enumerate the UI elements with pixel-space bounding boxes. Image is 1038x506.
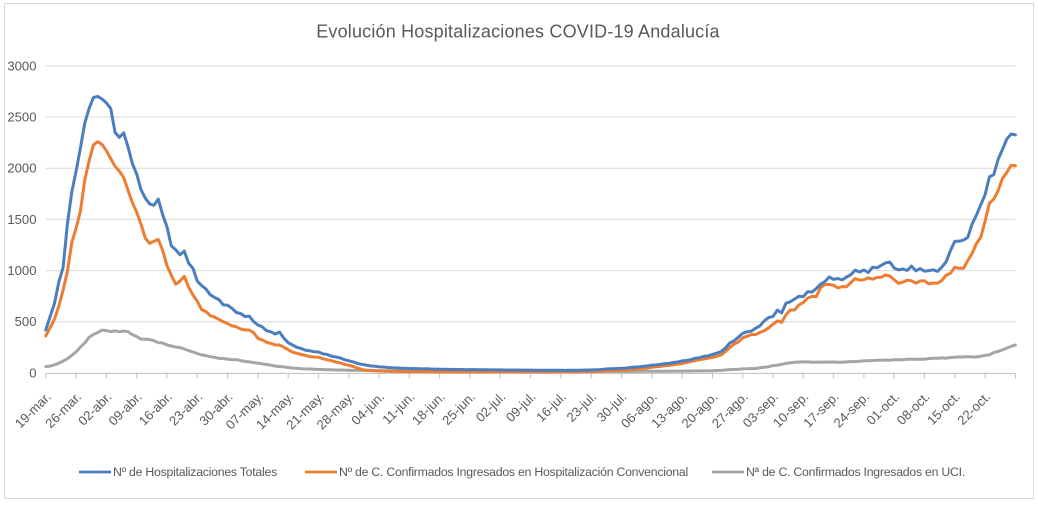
svg-text:Nº de Hospitalizaciones Totale: Nº de Hospitalizaciones Totales (113, 465, 277, 479)
svg-text:3000: 3000 (7, 58, 36, 73)
svg-text:1500: 1500 (7, 212, 36, 227)
svg-text:Evolución Hospitalizaciones CO: Evolución Hospitalizaciones COVID-19 And… (316, 22, 720, 42)
svg-text:Nº de C. Confirmados Ingresado: Nº de C. Confirmados Ingresados en Hospi… (339, 465, 688, 479)
svg-text:2500: 2500 (7, 109, 36, 124)
svg-text:1000: 1000 (7, 263, 36, 278)
svg-text:0: 0 (29, 365, 36, 380)
svg-text:Nª de C. Confirmados Ingresado: Nª de C. Confirmados Ingresados en UCI. (746, 465, 965, 479)
svg-text:2000: 2000 (7, 161, 36, 176)
svg-text:500: 500 (15, 314, 37, 329)
